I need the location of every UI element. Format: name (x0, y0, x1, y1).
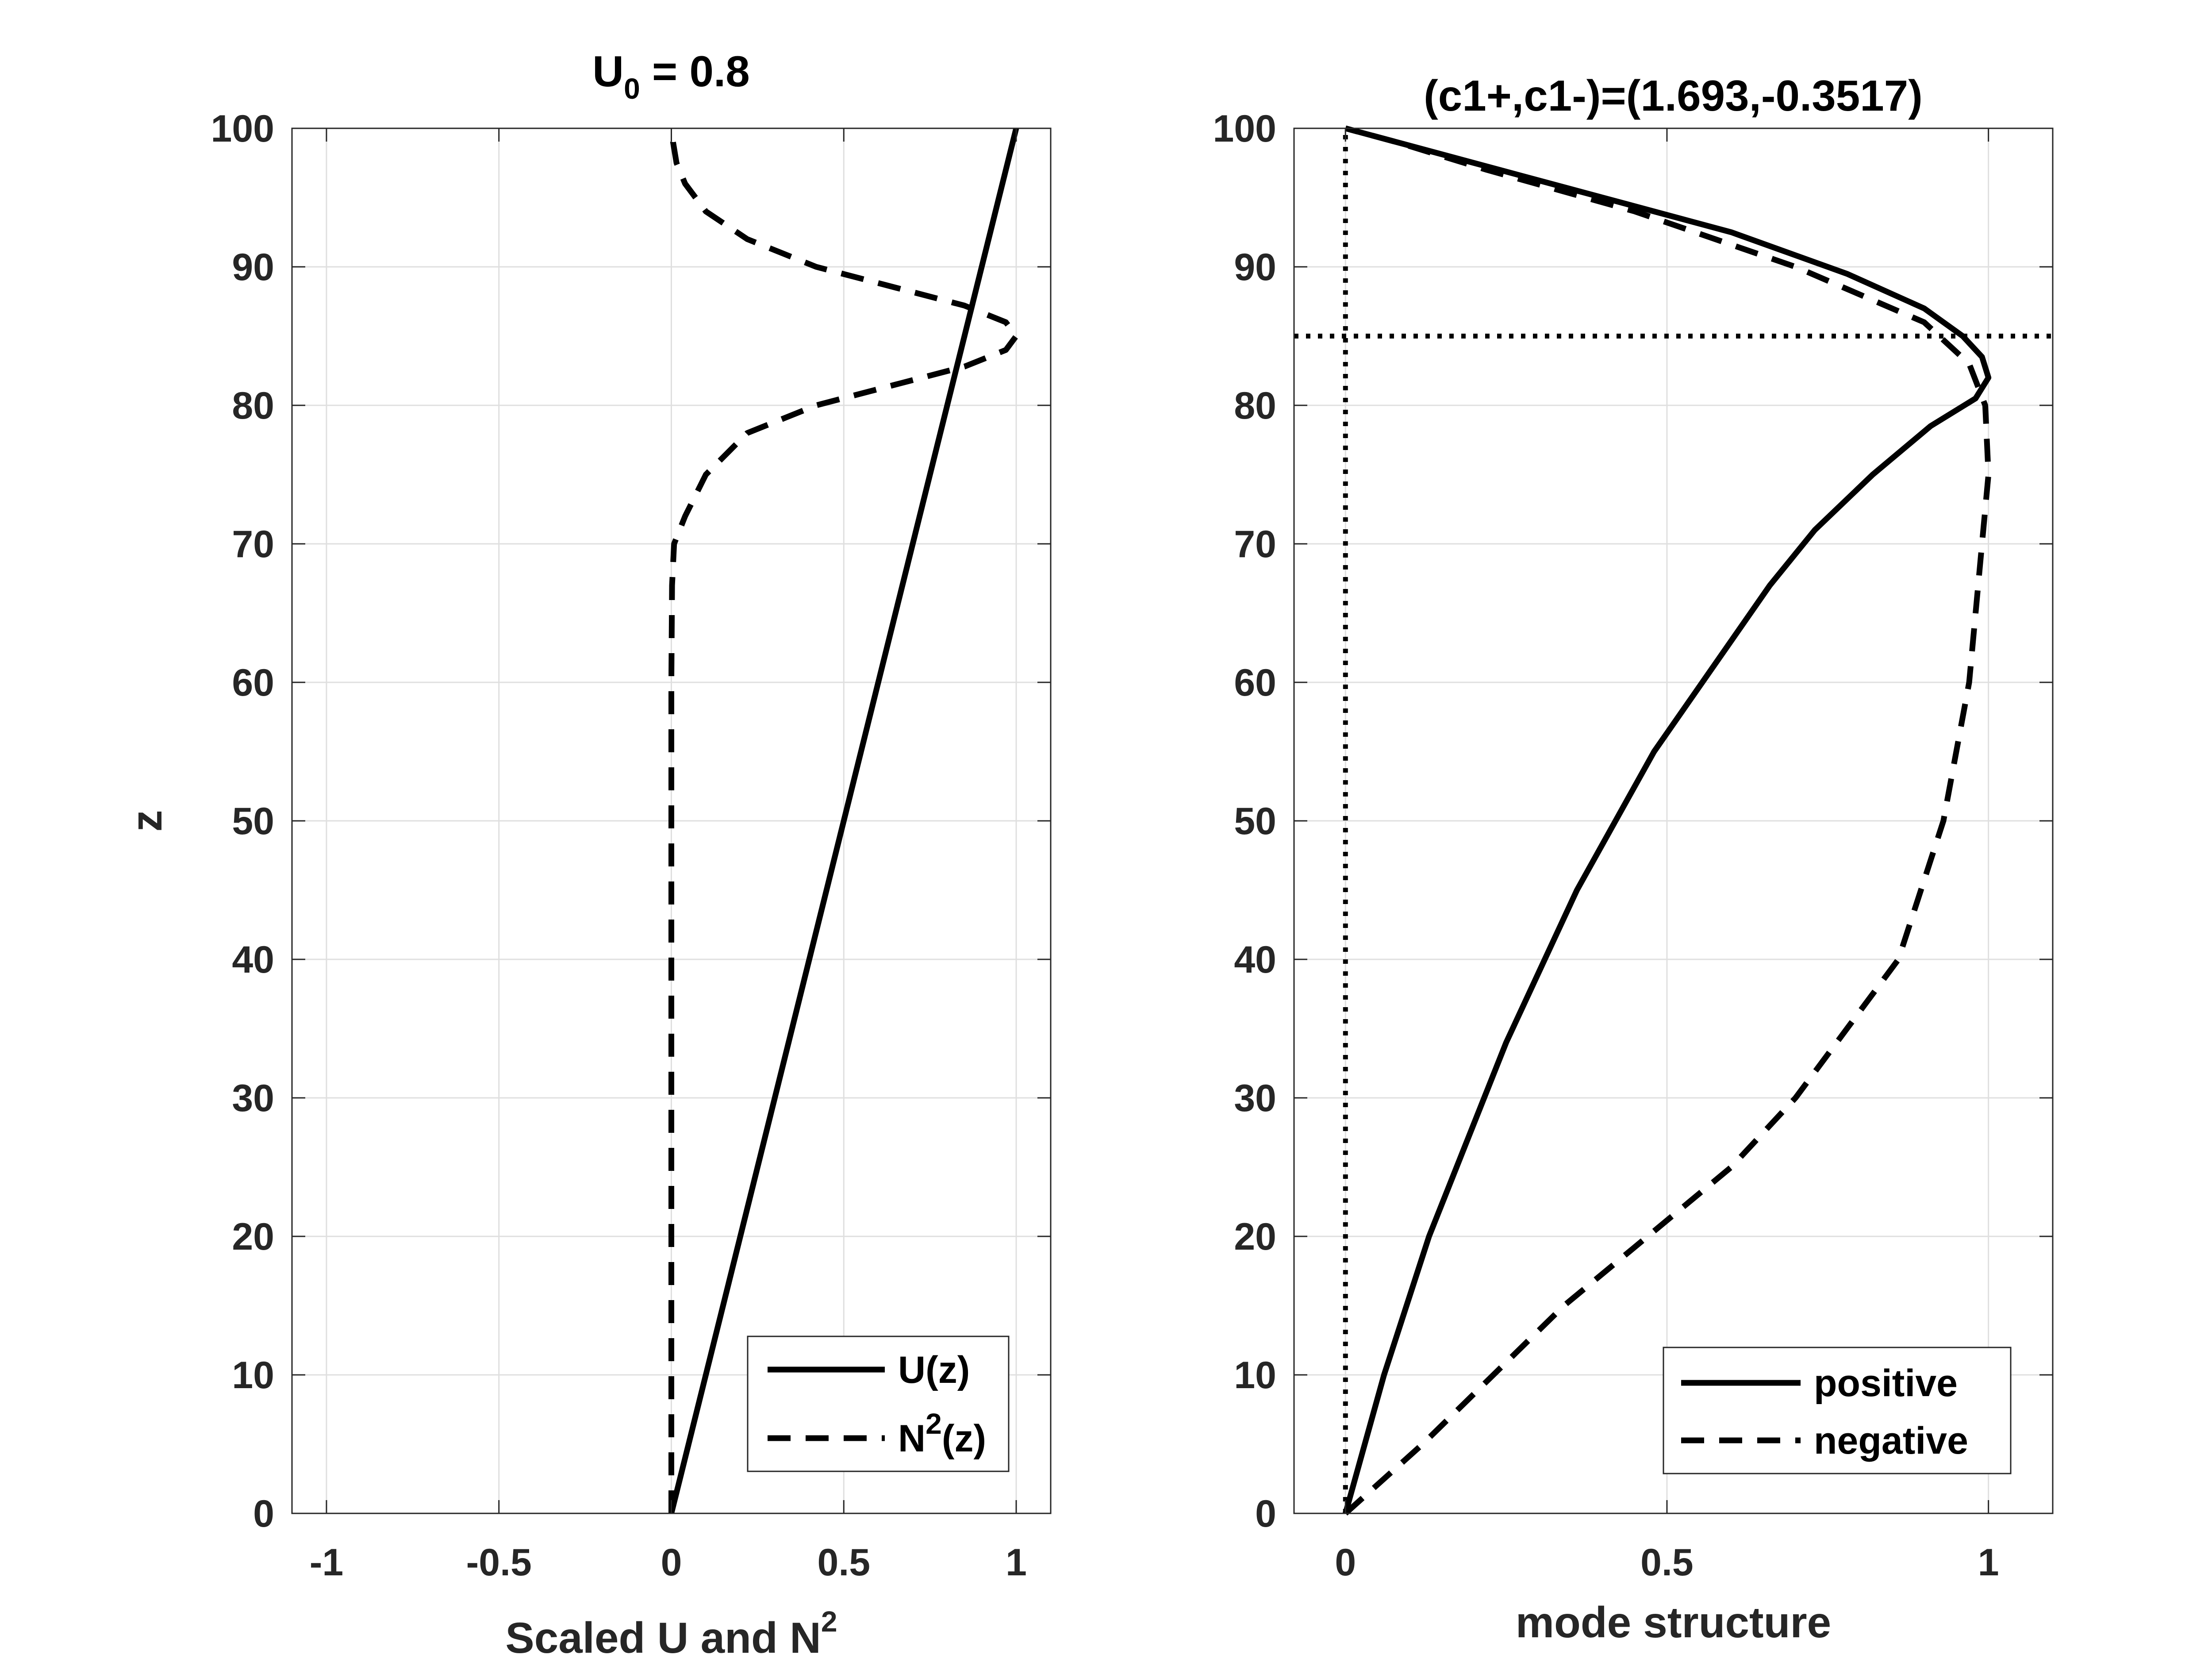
right-y-tick-label: 70 (1234, 523, 1276, 566)
right-x-axis-label: mode structure (1516, 1598, 1831, 1647)
left-y-tick-label: 40 (232, 939, 274, 981)
left-x-tick-label: -1 (310, 1541, 343, 1584)
right-x-tick-label: 1 (1978, 1541, 1999, 1584)
right-y-tick-label: 80 (1234, 385, 1276, 427)
left-y-tick-label: 100 (211, 108, 275, 150)
right-y-tick-label: 20 (1234, 1216, 1276, 1258)
right-y-tick-label: 90 (1234, 246, 1276, 289)
right-legend-label: positive (1814, 1362, 1958, 1405)
left-x-axis-label: Scaled U and N2 (505, 1605, 837, 1662)
left-x-tick-label: -0.5 (466, 1541, 532, 1584)
left-legend-label: N2(z) (898, 1407, 986, 1460)
left-series-group (668, 127, 1019, 1514)
left-y-tick-label: 50 (232, 800, 274, 843)
right-legend: positive negative (1663, 1347, 2012, 1474)
right-y-tick-label: 0 (1255, 1493, 1276, 1535)
right-series-group (1294, 125, 2053, 1516)
left-y-tick-label: 0 (253, 1493, 274, 1535)
right-chart-title: (c1+,c1-)=(1.693,-0.3517) (1424, 71, 1923, 120)
left-legend: U(z) N2(z) (747, 1335, 1010, 1472)
right-chart-panel: 0 0.5 10102030405060708090100(c1+,c1-)=(1.… (1213, 71, 2054, 1647)
left-y-tick-label: 70 (232, 523, 274, 566)
right-y-tick-label: 60 (1234, 662, 1276, 704)
left-series-n (668, 127, 1019, 1513)
left-legend-label: U(z) (898, 1349, 970, 1391)
left-series-u-z (668, 127, 1019, 1514)
right-x-tick-label: 0 (1335, 1541, 1356, 1584)
left-y-tick-label: 20 (232, 1216, 274, 1258)
left-x-tick-label: 0.5 (817, 1541, 870, 1584)
left-y-tick-label: 80 (232, 385, 274, 427)
left-x-tick-label: 0 (661, 1541, 682, 1584)
right-y-tick-label: 50 (1234, 800, 1276, 843)
right-y-tick-label: 10 (1234, 1354, 1276, 1397)
left-y-tick-label: 60 (232, 662, 274, 704)
right-series-positive (1343, 125, 1992, 1514)
right-x-tick-label: 0.5 (1640, 1541, 1694, 1584)
right-legend-box (1663, 1347, 2012, 1474)
right-legend-label: negative (1814, 1420, 1968, 1462)
right-y-tick-label: 100 (1213, 108, 1277, 150)
right-y-tick-label: 30 (1234, 1077, 1276, 1120)
right-series-negative (1343, 125, 1992, 1516)
left-chart-title: U0 = 0.8 (592, 47, 749, 105)
left-legend-box (747, 1335, 1010, 1472)
right-y-tick-label: 40 (1234, 939, 1276, 981)
left-y-axis-label: z (122, 810, 171, 832)
left-y-tick-label: 10 (232, 1354, 274, 1397)
left-y-tick-label: 30 (232, 1077, 274, 1120)
left-y-tick-label: 90 (232, 246, 274, 289)
left-x-tick-label: 1 (1006, 1541, 1027, 1584)
